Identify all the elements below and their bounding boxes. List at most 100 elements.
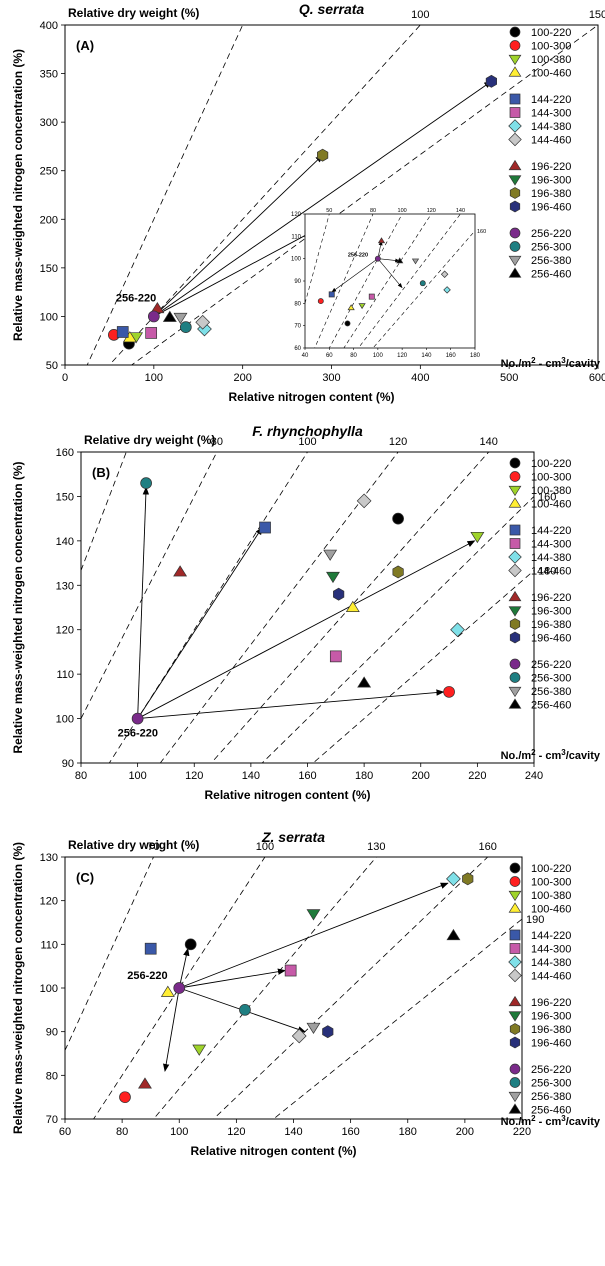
- x-tick-label: 220: [468, 770, 486, 782]
- response-arrow: [137, 540, 476, 719]
- chart-title: F. rhynchophylla: [252, 423, 363, 439]
- x-tick-label: 240: [525, 770, 543, 782]
- dry-weight-label: 70: [147, 841, 159, 853]
- data-point: [462, 872, 474, 886]
- inset-right-label: 160: [477, 229, 486, 235]
- legend-marker: [508, 497, 522, 508]
- inset-y-tick-label: 60: [294, 346, 301, 352]
- inset-data-point: [377, 237, 386, 244]
- legend-marker: [508, 54, 522, 66]
- legend-marker: [509, 658, 521, 670]
- response-arrow: [137, 689, 445, 720]
- panel-label: (C): [76, 870, 94, 885]
- data-point: [329, 650, 342, 663]
- data-point: [162, 310, 177, 322]
- legend-marker: [509, 1036, 521, 1049]
- x-axis-label: Relative nitrogen content (%): [228, 390, 394, 404]
- legend-marker: [509, 876, 521, 887]
- data-point: [450, 622, 465, 638]
- dry-weight-line: [65, 857, 154, 1051]
- x-axis-label: Relative nitrogen content (%): [190, 1144, 356, 1158]
- dry-weight-line: [93, 857, 266, 1119]
- dry-weight-line: [153, 857, 377, 1119]
- response-arrow: [137, 526, 263, 719]
- legend-label: 100-300: [531, 41, 571, 53]
- panel-a: Q. serrata Relative dry weight (%) 100 150 0…: [11, 1, 605, 404]
- y-tick-label: 350: [40, 69, 58, 81]
- legend-label: 196-300: [531, 606, 571, 618]
- dry-weight-lines: [65, 857, 522, 1119]
- legend-marker: [508, 606, 522, 617]
- legend-label: 100-380: [531, 485, 571, 497]
- inset-y-tick-label: 90: [294, 279, 301, 285]
- dry-weight-line: [212, 857, 489, 1119]
- inset-data-point: [419, 280, 426, 287]
- response-arrow: [153, 226, 322, 317]
- dry-weight-label: 180: [538, 565, 556, 577]
- inset-top-label: 120: [427, 208, 436, 214]
- legend-label: 256-300: [531, 1078, 571, 1090]
- x-tick-label: 180: [355, 770, 373, 782]
- legend-marker: [509, 538, 521, 549]
- response-arrow: [153, 80, 493, 317]
- inset-dry-weight-line: [372, 230, 475, 348]
- legend-label: 256-300: [531, 242, 571, 254]
- y-tick-label: 400: [40, 20, 58, 32]
- inset-x-tick-label: 60: [326, 353, 333, 359]
- legend-label: 144-300: [531, 539, 571, 551]
- legend-label: 196-460: [531, 202, 571, 214]
- inset-data-point: [443, 286, 451, 294]
- data-point: [356, 493, 372, 509]
- data-point: [345, 600, 360, 612]
- dry-weight-label: 160: [538, 491, 556, 503]
- legend-label: 100-380: [531, 890, 571, 902]
- data-point: [392, 512, 404, 525]
- legend-label: 256-380: [531, 255, 571, 267]
- inset-data-point: [344, 320, 351, 327]
- legend-marker: [509, 40, 521, 51]
- legend-label: 256-220: [531, 228, 571, 240]
- data-point: [179, 321, 192, 333]
- x-tick-label: 160: [298, 770, 316, 782]
- legend-label: 144-300: [531, 944, 571, 956]
- legend-label: 100-300: [531, 877, 571, 889]
- y-tick-label: 130: [40, 852, 58, 864]
- legend-label: 256-220: [531, 659, 571, 671]
- inset-top-label: 140: [456, 208, 465, 214]
- x-tick-label: 120: [227, 1126, 245, 1138]
- data-point: [470, 531, 485, 544]
- inset-data-point: [317, 298, 324, 305]
- legend-label: 196-220: [531, 592, 571, 604]
- legend-marker: [508, 1103, 522, 1114]
- legend-label: 144-380: [531, 552, 571, 564]
- legend-label: 144-220: [531, 94, 571, 106]
- dry-weight-line: [272, 918, 522, 1119]
- data-point: [160, 985, 175, 997]
- dry-weight-line: [210, 452, 490, 763]
- inset-y-tick-label: 70: [294, 324, 301, 330]
- reference-label: 256-220: [127, 970, 167, 982]
- panel-label: (A): [76, 38, 94, 53]
- inset-frame: [304, 213, 476, 349]
- legend-label: 100-460: [531, 499, 571, 511]
- legend-label: 144-300: [531, 108, 571, 120]
- legend-marker: [509, 1077, 521, 1088]
- inset-data-point: [374, 255, 381, 262]
- response-arrow: [179, 968, 286, 989]
- x-tick-label: 220: [513, 1126, 531, 1138]
- inset-arrow: [377, 258, 401, 263]
- data-point: [140, 477, 152, 489]
- inset-x-tick-label: 160: [446, 353, 457, 359]
- x-tick-label: 80: [75, 770, 87, 782]
- legend-marker: [509, 471, 521, 482]
- legend-marker: [508, 255, 522, 267]
- legend-marker: [509, 200, 521, 213]
- inset-data-point: [358, 303, 366, 310]
- response-arrow: [153, 154, 324, 317]
- data-point: [131, 712, 144, 725]
- y-tick-label: 100: [40, 983, 58, 995]
